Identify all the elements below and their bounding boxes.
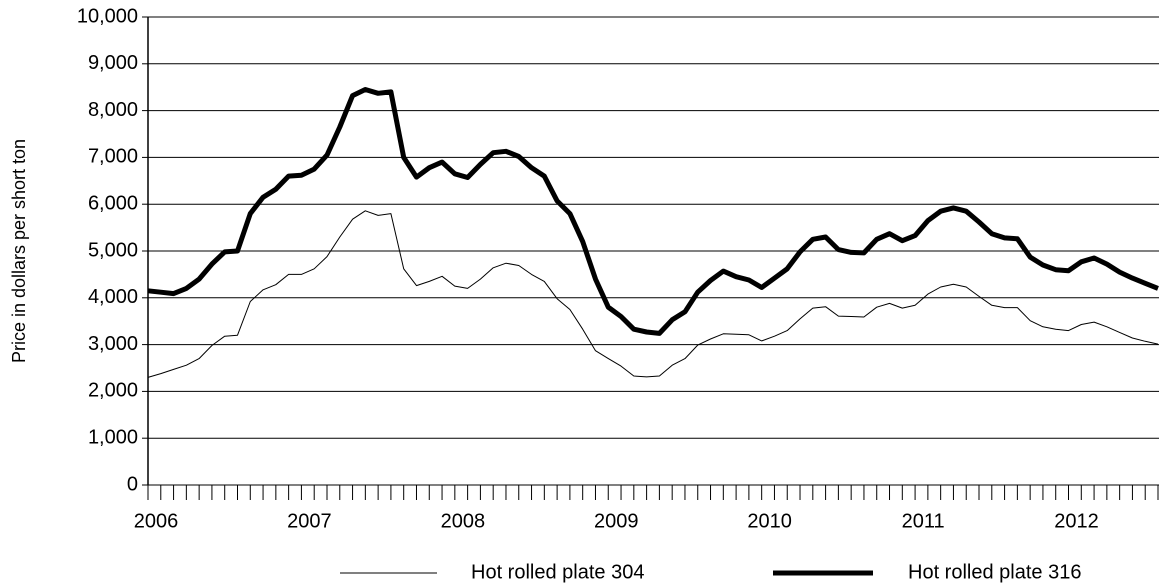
- y-tick-label: 0: [127, 473, 138, 495]
- y-tick-label: 2,000: [88, 380, 138, 402]
- x-tick-label: 2010: [747, 510, 792, 532]
- legend-label: Hot rolled plate 304: [471, 561, 644, 583]
- x-tick-label: 2009: [594, 510, 639, 532]
- legend-label: Hot rolled plate 316: [908, 561, 1081, 583]
- line-series: [147, 87, 1159, 336]
- x-tick-label: 2007: [287, 510, 332, 532]
- y-tick-label: 6,000: [88, 192, 138, 214]
- y-tick-label: 8,000: [88, 99, 138, 121]
- x-tick-label: 2008: [441, 510, 486, 532]
- y-tick-label: 3,000: [88, 333, 138, 355]
- y-tick-label: 4,000: [88, 286, 138, 308]
- x-tick-label: 2012: [1054, 510, 1099, 532]
- y-tick-label: 5,000: [88, 239, 138, 261]
- y-tick-label: 9,000: [88, 52, 138, 74]
- y-tick-label: 10,000: [77, 5, 138, 27]
- y-tick-label: 7,000: [88, 146, 138, 168]
- x-tick-label: 2011: [902, 510, 945, 532]
- y-tick-label: 1,000: [88, 426, 138, 448]
- line-series: [147, 210, 1159, 378]
- x-tick-label: 2006: [134, 510, 179, 532]
- y-axis-label: Price in dollars per short ton: [9, 139, 29, 363]
